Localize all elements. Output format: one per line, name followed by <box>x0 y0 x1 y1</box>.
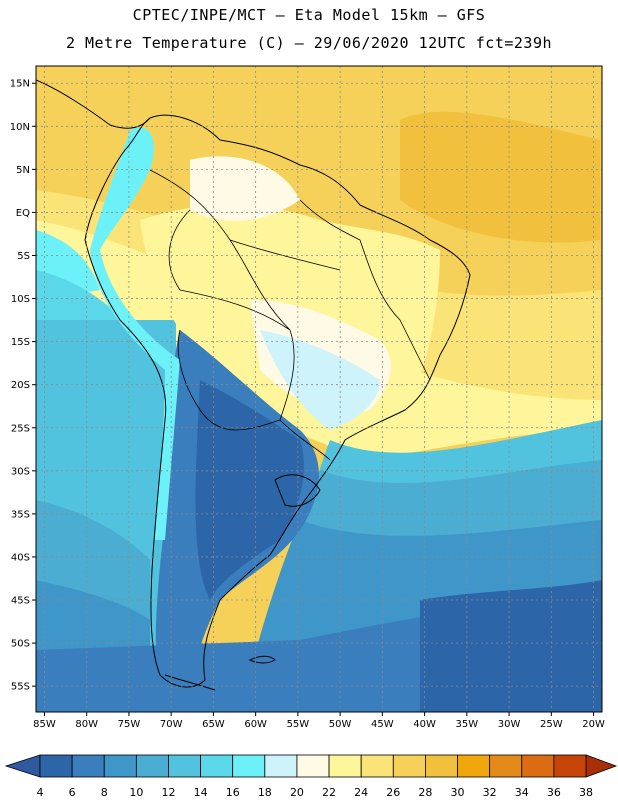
colorbar-label: 14 <box>194 786 208 799</box>
uruguay-outline <box>274 474 321 507</box>
lat-tick-label: 30S <box>11 466 30 477</box>
lon-tick-label: 50W <box>329 719 352 730</box>
colorbar-swatch <box>489 754 523 778</box>
falklands-outline <box>248 655 276 664</box>
colorbar-label: 36 <box>547 786 561 799</box>
colorbar-label: 12 <box>161 786 175 799</box>
colorbar-label: 18 <box>258 786 272 799</box>
field-south-6 <box>420 580 602 712</box>
colorbar-label: 32 <box>483 786 497 799</box>
field-east-20 <box>260 330 380 430</box>
lon-tick-label: 30W <box>498 719 521 730</box>
colorbar-label: 20 <box>290 786 304 799</box>
lon-tick-label: 35W <box>456 719 479 730</box>
land-outlines <box>36 79 471 691</box>
lat-tick-label: 5N <box>16 165 30 176</box>
colorbar-swatch <box>521 754 555 778</box>
colorbar-label: 6 <box>69 786 76 799</box>
temperature-field <box>36 66 602 712</box>
colorbar-swatch <box>232 754 266 778</box>
lat-tick-label: 10N <box>10 122 30 133</box>
lat-tick-label: 15N <box>10 79 30 90</box>
colorbar-swatch <box>71 754 105 778</box>
map-subtitle: 2 Metre Temperature (C) – 29/06/2020 12U… <box>65 34 553 52</box>
colorbar-swatch <box>360 754 394 778</box>
lat-tick-label: 55S <box>11 682 30 693</box>
colorbar-label: 10 <box>129 786 143 799</box>
lat-tick-label: 40S <box>11 552 30 563</box>
country-borders <box>149 169 431 461</box>
lon-tick-label: 80W <box>75 719 98 730</box>
lon-tick-label: 45W <box>371 719 394 730</box>
latitude-axis: 15N 10N 5N EQ 5S 10S 15S 20S 25S 30S 35S 40S 45S 50S 5… <box>10 79 36 693</box>
central-america-outline <box>36 79 151 129</box>
lon-tick-label: 70W <box>160 719 183 730</box>
colorbar-label: 38 <box>579 786 593 799</box>
colorbar-swatch <box>392 754 426 778</box>
lat-tick-label: 20S <box>11 380 30 391</box>
colorbar-label: 34 <box>515 786 529 799</box>
colorbar-label: 4 <box>37 786 44 799</box>
lon-tick-label: 65W <box>202 719 225 730</box>
lat-tick-label: 45S <box>11 596 30 607</box>
map-frame <box>35 65 603 713</box>
lon-tick-label: 40W <box>413 719 436 730</box>
colorbar-low-arrow <box>4 754 41 778</box>
south-america-coastline <box>84 114 471 688</box>
lon-tick-label: 75W <box>118 719 141 730</box>
colorbar-swatch <box>168 754 201 778</box>
field-andes-18 <box>90 127 180 540</box>
colorbar-label: 16 <box>226 786 240 799</box>
lat-tick-label: 25S <box>11 423 30 434</box>
lat-tick-label: 35S <box>11 509 30 520</box>
longitude-axis: 85W 80W 75W 70W 65W 60W 55W 50W 45W 40W 35W 30W 25W 2… <box>33 712 605 730</box>
lat-tick-label: EQ <box>16 208 30 219</box>
lon-tick-label: 25W <box>540 719 563 730</box>
map-title: CPTEC/INPE/MCT – Eta Model 15km – GFS <box>132 6 486 24</box>
lon-tick-label: 85W <box>33 719 56 730</box>
field-hot-patch <box>400 111 600 243</box>
colorbar-swatch <box>135 754 169 778</box>
colorbar-label: 8 <box>101 786 108 799</box>
colorbar-swatch <box>264 754 298 778</box>
colorbar-swatch <box>296 754 330 778</box>
colorbar-swatch <box>103 754 137 778</box>
colorbar-label: 30 <box>451 786 465 799</box>
tierra-del-fuego-outline <box>164 674 216 691</box>
lat-tick-label: 50S <box>11 639 30 650</box>
colorbar-label: 26 <box>386 786 400 799</box>
colorbar-label: 24 <box>354 786 368 799</box>
lon-tick-label: 20W <box>582 719 605 730</box>
lat-tick-label: 15S <box>11 337 30 348</box>
colorbar-swatch <box>425 754 458 778</box>
colorbar-label: 22 <box>322 786 336 799</box>
colorbar-swatch <box>328 754 362 778</box>
lon-tick-label: 55W <box>287 719 310 730</box>
lat-lon-grid <box>36 66 602 712</box>
colorbar-swatch <box>457 754 491 778</box>
field-amazon-22 <box>190 156 300 221</box>
lat-tick-label: 5S <box>17 251 30 262</box>
colorbar-swatch <box>39 754 73 778</box>
colorbar-high-arrow <box>585 754 618 778</box>
colorbar-swatch <box>200 754 234 778</box>
lon-tick-label: 60W <box>244 719 267 730</box>
colorbar-label: 28 <box>418 786 432 799</box>
lat-tick-label: 10S <box>11 294 30 305</box>
colorbar-swatch <box>553 754 587 778</box>
field-land-6 <box>195 380 304 600</box>
colorbar: 4 6 8 10 12 14 16 18 20 22 24 26 28 30 32 34 36 38 <box>4 754 618 799</box>
